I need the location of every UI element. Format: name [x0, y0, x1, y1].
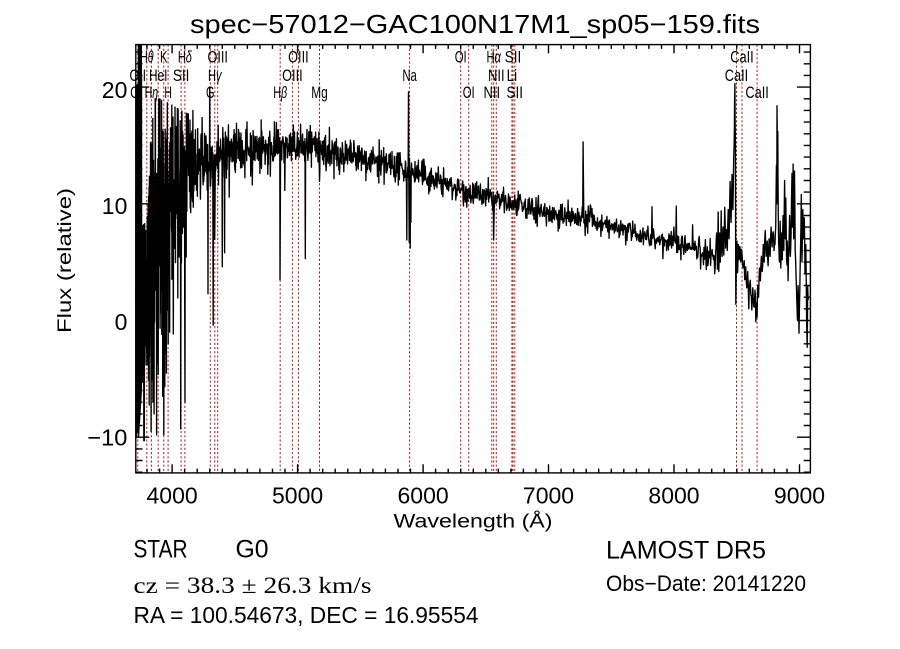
svg-text:Wavelength (Å): Wavelength (Å) — [394, 511, 553, 532]
svg-text:Flux (relative): Flux (relative) — [55, 188, 76, 333]
svg-text:10: 10 — [102, 193, 128, 219]
svg-text:6000: 6000 — [398, 482, 449, 508]
svg-text:Hγ: Hγ — [208, 66, 222, 85]
svg-text:Mg: Mg — [311, 83, 328, 102]
svg-text:NII: NII — [484, 83, 501, 102]
svg-text:spec−57012−GAC100N17M1_sp05−15: spec−57012−GAC100N17M1_sp05−159.fits — [190, 9, 760, 39]
svg-text:OI: OI — [130, 83, 142, 102]
svg-text:7000: 7000 — [523, 482, 574, 508]
svg-text:HeI: HeI — [149, 66, 168, 85]
svg-text:8000: 8000 — [648, 482, 699, 508]
svg-text:OI: OI — [463, 83, 475, 102]
svg-text:LAMOST DR5: LAMOST DR5 — [606, 537, 766, 565]
svg-text:Hδ: Hδ — [178, 48, 192, 67]
svg-text:OIII: OIII — [288, 48, 309, 67]
svg-text:SII: SII — [173, 66, 190, 85]
svg-text:SII: SII — [505, 48, 522, 67]
svg-text:K: K — [160, 48, 168, 67]
svg-text:G0: G0 — [236, 536, 269, 564]
svg-text:Na: Na — [402, 66, 417, 85]
svg-text:4000: 4000 — [147, 482, 198, 508]
svg-text:OI: OI — [455, 48, 467, 67]
svg-text:OIII: OIII — [282, 66, 303, 85]
svg-text:H: H — [164, 83, 172, 102]
svg-text:Hθ: Hθ — [140, 48, 154, 67]
svg-text:OII: OII — [130, 66, 147, 85]
svg-text:G: G — [206, 83, 215, 102]
svg-text:OIII: OIII — [207, 48, 228, 67]
svg-text:20: 20 — [102, 77, 128, 103]
svg-text:−10: −10 — [87, 424, 127, 450]
svg-text:STAR: STAR — [134, 536, 188, 564]
svg-text:Hβ: Hβ — [273, 83, 287, 102]
svg-text:5000: 5000 — [272, 482, 323, 508]
svg-text:Hα: Hα — [486, 48, 501, 67]
svg-text:Obs−Date: 20141220: Obs−Date: 20141220 — [606, 571, 806, 596]
svg-text:Hη: Hη — [145, 83, 159, 102]
svg-text:9000: 9000 — [774, 482, 825, 508]
svg-text:CaII: CaII — [725, 66, 749, 85]
svg-text:cz = 38.3 ± 26.3 km/s: cz = 38.3 ± 26.3 km/s — [134, 573, 372, 598]
svg-text:CaII: CaII — [745, 83, 769, 102]
svg-text:NII: NII — [488, 66, 505, 85]
svg-text:CaII: CaII — [730, 48, 754, 67]
svg-text:SII: SII — [507, 83, 524, 102]
svg-text:RA = 100.54673, DEC = 16.9555: RA = 100.54673, DEC = 16.95554 — [134, 602, 479, 628]
svg-text:Li: Li — [507, 66, 518, 85]
svg-text:0: 0 — [115, 309, 128, 335]
